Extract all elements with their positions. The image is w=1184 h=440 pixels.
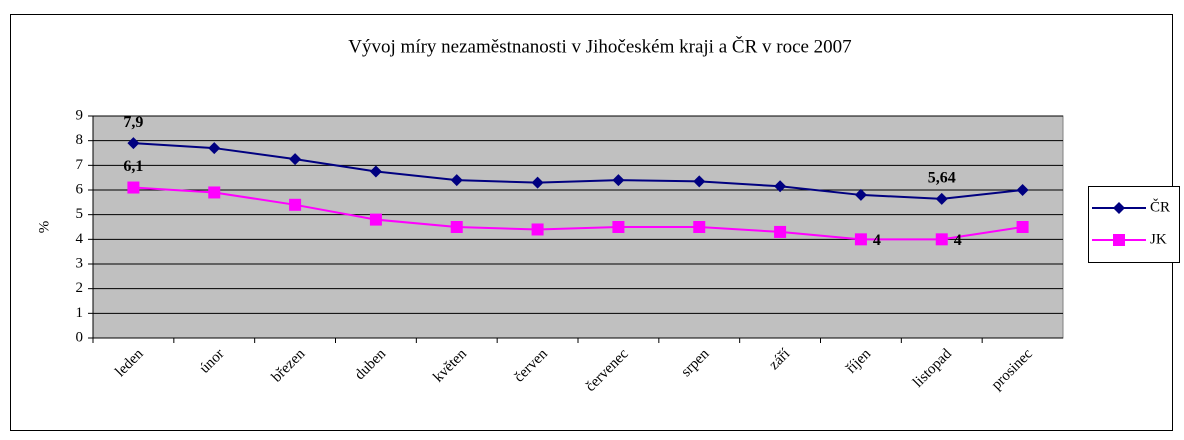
y-tick-label: 9 (76, 107, 84, 123)
data-point (935, 233, 948, 246)
data-point (693, 175, 706, 188)
data-point (127, 137, 140, 150)
y-tick-label: 8 (76, 132, 84, 148)
data-point (450, 174, 463, 187)
y-tick-label: 2 (76, 280, 84, 296)
data-point (854, 233, 867, 246)
data-point (693, 221, 706, 233)
data-point (774, 225, 787, 238)
y-tick-label: 7 (76, 157, 84, 173)
y-axis-label: % (36, 221, 52, 234)
data-label: 6,1 (123, 158, 143, 175)
y-tick-label: 1 (76, 305, 84, 321)
data-point (289, 153, 302, 166)
data-point (369, 165, 382, 178)
data-point (531, 223, 544, 236)
y-tick-label: 3 (76, 255, 84, 271)
plot-area (92, 115, 1064, 339)
legend-label: ČR (1150, 198, 1170, 215)
data-point (127, 181, 140, 194)
data-label: 4 (873, 232, 881, 249)
data-point (935, 192, 948, 205)
data-label: 4 (954, 232, 962, 249)
y-tick-label: 5 (76, 206, 84, 222)
legend-marker (1113, 202, 1125, 214)
data-point (774, 180, 787, 193)
data-point (1016, 184, 1029, 196)
data-label: 5,64 (928, 170, 956, 187)
data-point (854, 188, 867, 201)
data-point (208, 186, 221, 199)
data-point (612, 221, 625, 233)
data-point (369, 213, 382, 226)
data-point (531, 176, 544, 189)
legend-label: JK (1150, 231, 1167, 247)
y-tick-label: 4 (76, 231, 84, 247)
data-point (289, 198, 302, 211)
legend-box (1088, 186, 1180, 263)
data-point (612, 174, 625, 187)
data-point (1016, 221, 1029, 233)
data-point (208, 142, 221, 155)
data-label: 7,9 (123, 114, 143, 131)
y-tick-label: 6 (76, 181, 84, 197)
chart-title: Vývoj míry nezaměstnanosti v Jihočeském … (348, 35, 851, 57)
legend-marker (1113, 234, 1125, 246)
y-tick-label: 0 (76, 329, 84, 345)
series-line (133, 142, 1023, 200)
series-line (133, 186, 1023, 241)
data-point (450, 221, 463, 233)
